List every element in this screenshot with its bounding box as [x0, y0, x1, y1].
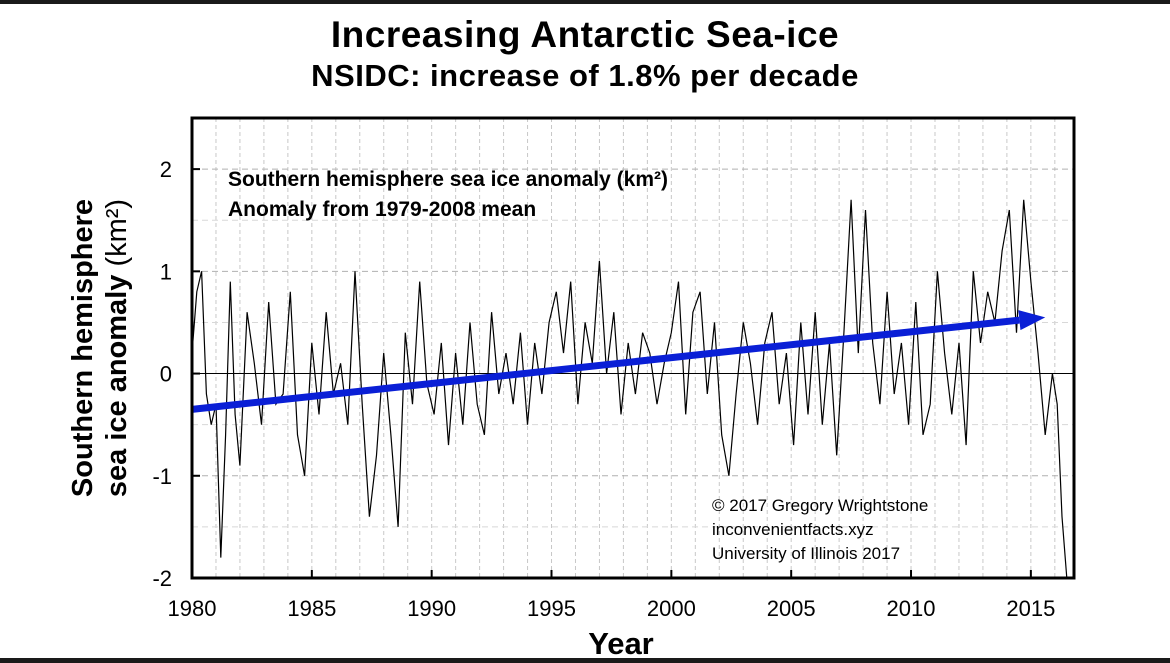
y-axis-unit: (km²) — [101, 199, 133, 267]
y-tick-label: 0 — [160, 362, 172, 387]
y-axis-label-line-2: sea ice anomaly — [101, 275, 133, 497]
x-tick-label: 2000 — [647, 596, 696, 621]
x-tick-label: 1990 — [407, 596, 456, 621]
chart-title: Increasing Antarctic Sea-ice — [330, 14, 840, 55]
y-tick-label: -1 — [152, 464, 172, 489]
y-axis-label: Southern hemisphere — [67, 199, 99, 497]
y-axis-label-2: sea ice anomaly (km²) — [101, 199, 133, 497]
x-tick-label: 1980 — [168, 596, 217, 621]
x-tick-label: 1995 — [527, 596, 576, 621]
x-tick-label: 2015 — [1006, 596, 1055, 621]
anomaly-series-line — [191, 199, 1068, 579]
credit-line-1: © 2017 Gregory Wrightstone — [712, 496, 928, 515]
plot-frame — [190, 116, 1076, 580]
annotation-line-2: Anomaly from 1979-2008 mean — [228, 198, 536, 221]
y-axis-label-line-1: Southern hemisphere — [67, 199, 99, 497]
x-axis-label: Year — [588, 626, 654, 661]
y-tick-label: 1 — [160, 259, 172, 284]
y-axis-label-line-2-group: sea ice anomaly (km²) — [101, 199, 133, 497]
y-tick-label: -2 — [152, 566, 172, 591]
trend-arrow-line — [191, 316, 1020, 413]
x-axis-ticks: 1980 1985 1990 1995 2000 2005 2010 2015 — [168, 570, 1055, 621]
trend-arrow-head — [1018, 310, 1046, 331]
x-tick-label: 2005 — [767, 596, 816, 621]
bottom-border — [0, 658, 1170, 663]
credit-line-3: University of Illinois 2017 — [712, 544, 900, 563]
top-border — [0, 0, 1170, 4]
chart-subtitle: NSIDC: increase of 1.8% per decade — [311, 58, 859, 93]
credit-line-2: inconvenientfacts.xyz — [712, 520, 874, 539]
y-axis-ticks: -2 -1 0 1 2 — [152, 157, 200, 591]
annotation-line-1: Southern hemisphere sea ice anomaly (km²… — [228, 168, 668, 191]
x-tick-label: 2010 — [887, 596, 936, 621]
x-tick-label: 1985 — [287, 596, 336, 621]
y-tick-label: 2 — [160, 157, 172, 182]
